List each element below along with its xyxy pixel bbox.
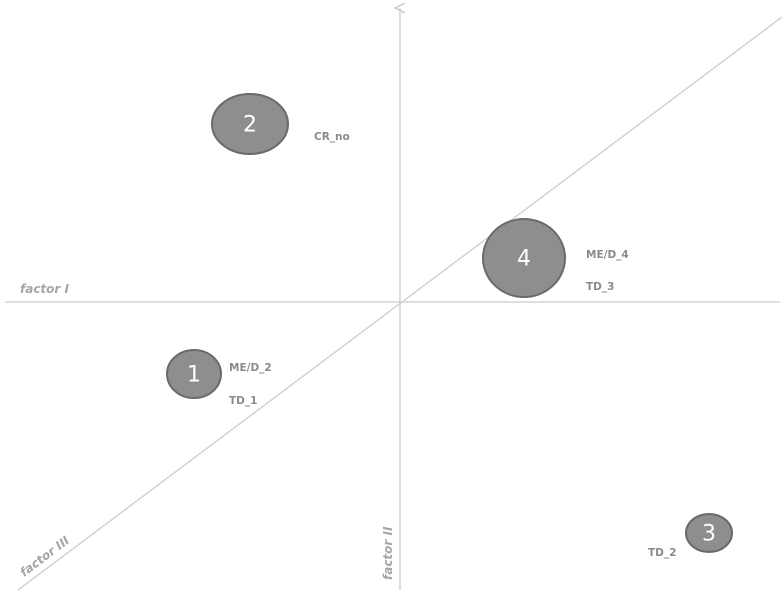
- cluster-4-label-1: ME/D_4: [586, 249, 629, 261]
- cluster-2-number: 2: [243, 113, 257, 138]
- cluster-4-label-2: TD_3: [586, 281, 614, 293]
- cluster-1-ellipse: [166, 349, 222, 399]
- cluster-1-number: 1: [187, 363, 201, 388]
- cluster-1-label-1: ME/D_2: [229, 362, 272, 374]
- cluster-4: 4 ME/D_4 TD_3: [482, 218, 629, 298]
- factor-i-label: factor I: [20, 282, 70, 296]
- cluster-3-ellipse: [685, 513, 733, 553]
- cluster-2: 2 CR_no: [211, 93, 350, 155]
- cluster-4-ellipse: [482, 218, 566, 298]
- cluster-3-label-1: TD_2: [648, 547, 676, 559]
- cluster-3-number: 3: [702, 522, 716, 547]
- cluster-2-ellipse: [211, 93, 289, 155]
- cluster-3: 3 TD_2: [648, 513, 733, 559]
- cluster-1-label-2: TD_1: [229, 395, 257, 407]
- factor-iii-axis: [17, 16, 782, 591]
- cluster-4-number: 4: [517, 247, 531, 272]
- factor-iii-label: factor III: [17, 533, 72, 579]
- cluster-1: 1 ME/D_2 TD_1: [166, 349, 272, 407]
- factor-ii-label: factor II: [381, 526, 395, 580]
- cluster-2-label-1: CR_no: [314, 131, 350, 143]
